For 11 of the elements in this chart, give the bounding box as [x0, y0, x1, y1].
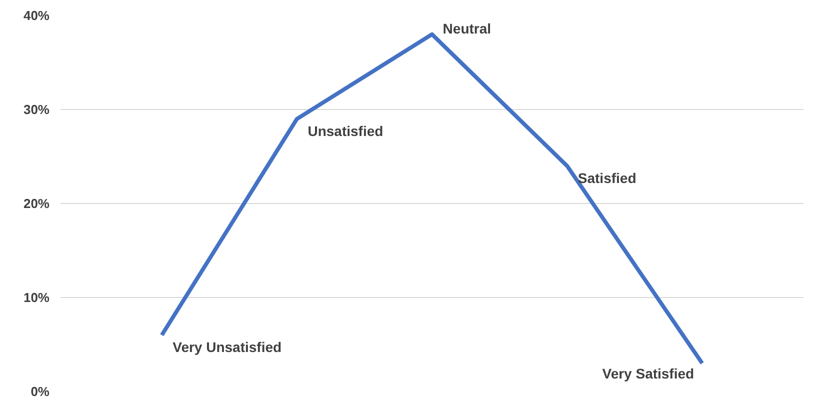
x-tick-label: Very Unsatisfied	[172, 339, 282, 356]
y-tick-label: 20%	[23, 196, 50, 211]
y-tick-label: 30%	[23, 102, 50, 117]
x-tick-label: Very Satisfied	[602, 365, 694, 382]
y-tick-label: 10%	[23, 290, 50, 305]
line-series	[160, 32, 704, 366]
y-tick-label: 40%	[23, 8, 50, 23]
x-tick-label: Satisfied	[578, 170, 636, 186]
y-tick-label: 0%	[30, 384, 50, 399]
x-tick-label: Unsatisfied	[308, 122, 384, 139]
x-tick-label: Neutral	[442, 20, 492, 36]
